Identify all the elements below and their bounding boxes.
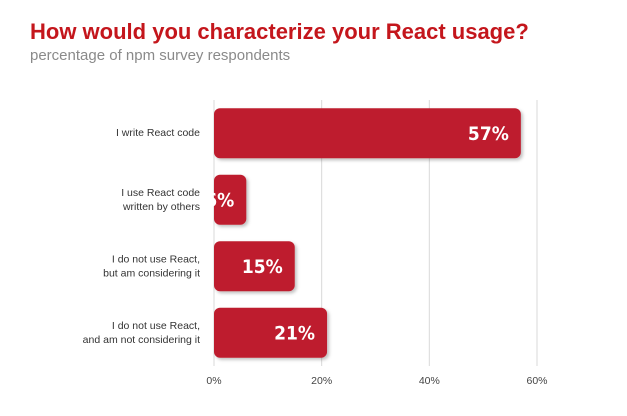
- y-tick-label: I use React code written by others: [121, 187, 200, 213]
- x-tick-label: 0%: [206, 375, 221, 387]
- x-tick-label: 60%: [526, 375, 547, 387]
- value-label: 15%: [242, 256, 283, 278]
- bar: [214, 307, 328, 358]
- value-label: 57%: [468, 123, 509, 145]
- x-tick-label: 40%: [419, 375, 440, 387]
- bar: [214, 174, 247, 225]
- y-tick-label: I do not use React, and am not considerin…: [83, 320, 200, 346]
- chart-subtitle: percentage of npm survey respondents: [30, 47, 290, 64]
- value-label: 6%: [205, 189, 234, 211]
- y-tick-label: I write React code: [116, 127, 200, 139]
- chart-title: How would you characterize your React us…: [30, 19, 529, 44]
- value-label: 21%: [274, 322, 315, 344]
- x-tick-label: 20%: [311, 375, 332, 387]
- y-tick-label: I do not use React, but am considering it: [103, 253, 200, 279]
- bar: [214, 108, 521, 159]
- bar: [214, 241, 295, 292]
